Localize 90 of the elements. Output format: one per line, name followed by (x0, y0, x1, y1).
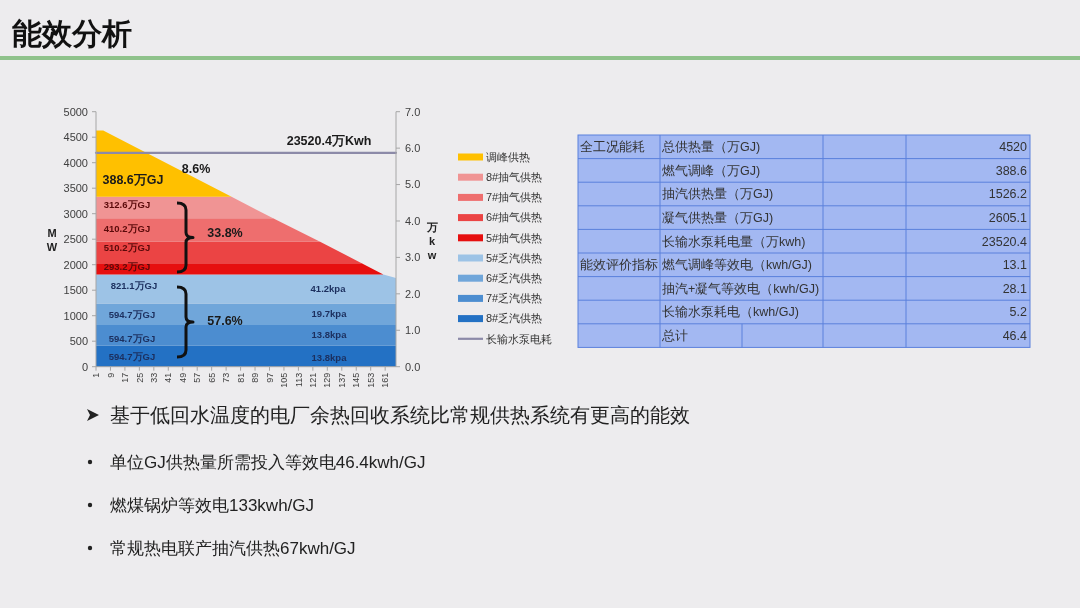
y2-tick-label: 1.0 (405, 324, 421, 337)
x-tick-label: 81 (235, 372, 246, 383)
legend-label: 8#乏汽供热 (486, 312, 543, 325)
y-axis-title: MW (46, 227, 58, 253)
y-tick-label: 3000 (63, 207, 88, 220)
annotation: 8.6% (181, 162, 211, 177)
annotation: 821.1万GJ (110, 280, 158, 292)
y2-axis-title: 万kw (425, 221, 438, 261)
legend-label: 7#抽气供热 (486, 191, 543, 204)
y-tick-label: 2500 (63, 233, 88, 246)
x-tick-label: 105 (279, 372, 290, 388)
y-tick-label: 2000 (63, 258, 88, 271)
data-label: 13.1 (1002, 258, 1028, 273)
y2-tick-label: 7.0 (405, 105, 421, 118)
annotation: 23520.4万Kwh (286, 134, 372, 149)
y-tick-label: 500 (69, 335, 88, 348)
x-tick-label: 161 (380, 372, 391, 388)
category-label: 抽汽供热量（万GJ) (662, 187, 774, 202)
y2-tick-label: 5.0 (405, 178, 421, 191)
legend-label: 7#乏汽供热 (486, 292, 543, 305)
data-label: 5.2 (1009, 305, 1028, 320)
x-tick-label: 89 (250, 372, 261, 383)
category-label: 燃气调峰（万GJ) (662, 163, 761, 178)
annotation: 594.7万GJ (108, 309, 156, 321)
y-tick-label: 5000 (63, 105, 88, 118)
data-label: 388.6 (995, 163, 1028, 178)
x-tick-label: 73 (221, 372, 232, 383)
category-label: 燃气调峰等效电（kwh/GJ) (662, 258, 812, 273)
category-label: 长输水泵耗电（kwh/GJ) (662, 305, 799, 320)
x-tick-label: 137 (336, 372, 347, 388)
x-tick-label: 129 (322, 372, 333, 388)
category-label: 总计 (661, 328, 688, 343)
data-label: 2605.1 (988, 210, 1028, 225)
legend-label: 长输水泵电耗 (486, 332, 552, 345)
annotation: 410.2万GJ (103, 223, 151, 235)
annotation: 293.2万GJ (103, 261, 151, 273)
annotation: 57.6% (207, 314, 243, 329)
x-tick-label: 25 (134, 372, 145, 383)
category-label: 抽汽+凝气等效电（kwh/GJ) (662, 281, 820, 296)
annotation: 594.7万GJ (108, 351, 156, 363)
x-tick-label: 17 (120, 372, 131, 383)
data-label: 1526.2 (988, 187, 1028, 202)
data-label: 23520.4 (981, 234, 1028, 249)
y2-tick-label: 0.0 (405, 360, 421, 373)
x-tick-label: 1 (91, 372, 102, 378)
annotation: 594.7万GJ (108, 333, 156, 345)
legend-label: 5#抽气供热 (486, 231, 543, 244)
x-tick-label: 65 (206, 372, 217, 383)
x-tick-label: 41 (163, 372, 174, 383)
legend-label: 6#乏汽供热 (486, 272, 543, 285)
x-tick-label: 121 (308, 372, 319, 388)
data-label: 28.1 (1002, 281, 1028, 296)
legend-label: 调峰供热 (486, 150, 530, 163)
table: 全工况能耗 总供热量（万GJ) 4520 燃气调峰（万GJ) 388.6 抽汽供热量（万GJ) 1526.2 凝气供热量（万GJ) 2605.1 长输水泵耗电量（万kwh) 23520.4 能效评价指标 燃气调峰等效电（kwh/GJ) 13.1 抽汽+凝气等效电（kwh/GJ) 28.1 长输水泵耗电（kwh/GJ) 5.2 总计 46.4 (577, 134, 1031, 348)
y-tick-label: 4500 (63, 131, 88, 144)
annotation: 13.8kpa (311, 352, 348, 364)
y-tick-label: 3500 (63, 182, 88, 195)
annotation: 388.6万GJ (102, 173, 164, 188)
annotation: 13.8kpa (311, 329, 348, 341)
chart-title: 能效分析 (12, 17, 132, 50)
x-tick-label: 9 (105, 372, 116, 378)
annotation: 41.2kpa (310, 283, 347, 295)
y-tick-label: 1000 (63, 309, 88, 322)
x-tick-label: 153 (365, 372, 376, 388)
y-tick-label: 1500 (63, 284, 88, 297)
y2-tick-label: 6.0 (405, 141, 421, 154)
x-tick-label: 33 (148, 372, 159, 383)
y2-tick-label: 2.0 (405, 287, 421, 300)
legend-label: 8#抽气供热 (486, 171, 543, 184)
annotation: 19.7kpa (311, 308, 348, 320)
legend-label: 5#乏汽供热 (486, 251, 543, 264)
legend-label: 6#抽气供热 (486, 211, 543, 224)
x-tick-label: 49 (177, 372, 188, 383)
category-label: 长输水泵耗电量（万kwh) (662, 234, 806, 249)
notes: 基于低回水温度的电厂余热回收系统比常规供热系统有更高的能效 单位GJ供热量所需投入等效电46.4kwh/GJ 燃煤锅炉等效电133kwh/GJ 常规热电联产抽汽供热67kwh/GJ (110, 404, 690, 558)
y2-tick-label: 4.0 (405, 214, 421, 227)
annotation: 312.6万GJ (103, 199, 151, 211)
data-label: 4520 (999, 140, 1028, 155)
x-tick-label: 145 (351, 372, 362, 388)
category-label: 凝气供热量（万GJ) (662, 210, 774, 225)
y2-tick-label: 3.0 (405, 251, 421, 264)
x-tick-label: 57 (192, 372, 203, 383)
x-tick-label: 97 (264, 372, 275, 383)
category-label: 总供热量（万GJ) (661, 140, 761, 155)
data-label: 46.4 (1002, 328, 1028, 343)
y-tick-label: 4000 (63, 156, 88, 169)
annotation: 33.8% (207, 226, 243, 241)
y-tick-label: 0 (81, 360, 88, 373)
x-tick-label: 113 (293, 372, 304, 388)
annotation: 510.2万GJ (103, 242, 151, 254)
